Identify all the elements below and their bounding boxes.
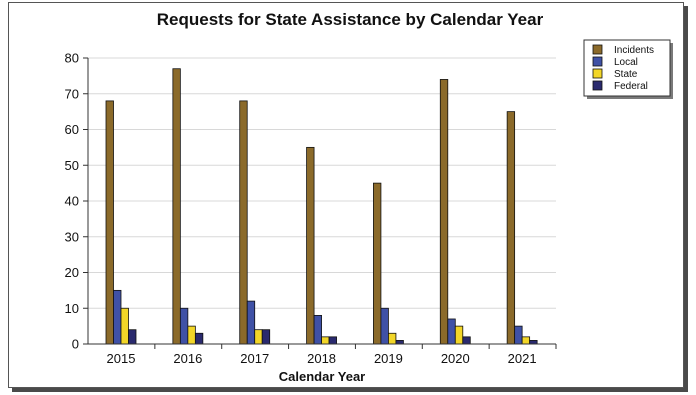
bar-incidents-2017 bbox=[239, 100, 248, 345]
bar-federal-2017 bbox=[261, 329, 271, 345]
bar-incidents-2018 bbox=[306, 146, 315, 345]
x-tick-labels: 2015 2016 2017 2018 2019 2020 2021 bbox=[107, 351, 537, 366]
x-axis-label: Calendar Year bbox=[279, 369, 365, 384]
bar-incidents-2019 bbox=[373, 182, 382, 345]
bar-state-2020 bbox=[454, 325, 464, 345]
bar-federal-2018 bbox=[328, 336, 337, 345]
y-tick-label: 0 bbox=[72, 337, 79, 352]
bar-incidents-2016 bbox=[172, 68, 181, 345]
x-tick-label: 2021 bbox=[508, 351, 537, 366]
y-tick-label: 40 bbox=[65, 194, 79, 209]
x-tick-label: 2019 bbox=[374, 351, 403, 366]
bar-local-2017 bbox=[246, 300, 256, 345]
y-tick-label: 50 bbox=[65, 158, 79, 173]
bars-group bbox=[105, 68, 538, 345]
legend-swatch-federal bbox=[592, 80, 603, 91]
y-tick-label: 70 bbox=[65, 86, 79, 101]
bar-local-2020 bbox=[447, 318, 456, 345]
x-tick-label: 2017 bbox=[240, 351, 269, 366]
y-tick-label: 80 bbox=[65, 51, 79, 66]
bar-state-2017 bbox=[254, 329, 263, 345]
bar-local-2019 bbox=[380, 307, 389, 345]
gridlines bbox=[88, 57, 556, 309]
bar-federal-2021 bbox=[529, 340, 538, 345]
bar-state-2019 bbox=[388, 332, 397, 345]
legend-swatch-state bbox=[592, 68, 603, 79]
x-tick-label: 2016 bbox=[173, 351, 202, 366]
x-tick-label: 2015 bbox=[107, 351, 136, 366]
bar-local-2018 bbox=[313, 314, 322, 345]
bar-local-2015 bbox=[113, 289, 122, 345]
bar-federal-2016 bbox=[194, 332, 204, 345]
y-tick-labels: 0 10 20 30 40 50 60 70 80 bbox=[65, 51, 79, 352]
legend-swatch-incidents bbox=[592, 44, 603, 55]
x-tick-label: 2020 bbox=[441, 351, 470, 366]
legend-label-incidents: Incidents bbox=[614, 45, 654, 56]
y-tick-label: 20 bbox=[65, 265, 79, 280]
bar-state-2016 bbox=[187, 325, 196, 345]
y-tick-label: 30 bbox=[65, 229, 79, 244]
legend-swatch-local bbox=[592, 56, 603, 67]
bar-state-2018 bbox=[321, 336, 330, 345]
frame-shadow-right bbox=[684, 6, 688, 392]
chart-title: Requests for State Assistance by Calenda… bbox=[157, 10, 544, 29]
x-tick-label: 2018 bbox=[307, 351, 336, 366]
bar-local-2016 bbox=[179, 307, 189, 345]
y-tick-label: 10 bbox=[65, 301, 79, 316]
legend-label-local: Local bbox=[614, 57, 638, 68]
bar-federal-2019 bbox=[395, 340, 404, 345]
legend-label-state: State bbox=[614, 69, 638, 80]
bar-incidents-2015 bbox=[105, 100, 114, 345]
bar-incidents-2020 bbox=[439, 79, 449, 345]
axes bbox=[83, 57, 557, 349]
frame-shadow-bottom bbox=[12, 388, 688, 392]
y-tick-label: 60 bbox=[65, 122, 79, 137]
bar-state-2015 bbox=[120, 307, 129, 345]
bar-federal-2020 bbox=[462, 336, 471, 345]
bar-federal-2015 bbox=[128, 329, 137, 345]
bar-local-2021 bbox=[514, 325, 523, 345]
legend-label-federal: Federal bbox=[614, 81, 648, 92]
bar-state-2021 bbox=[521, 336, 531, 345]
bar-incidents-2021 bbox=[506, 111, 516, 345]
